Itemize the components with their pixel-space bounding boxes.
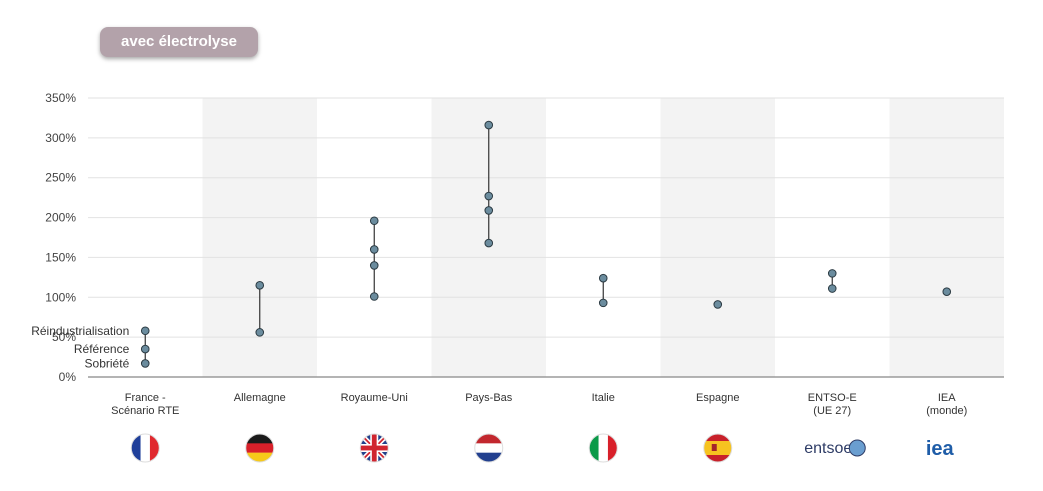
data-points: [140, 120, 952, 368]
data-point: [598, 273, 608, 283]
y-tick-label: 300%: [45, 131, 76, 145]
y-tick-label: 100%: [45, 290, 76, 304]
germany-flag-icon: [245, 433, 275, 463]
grid-lines: [88, 97, 1004, 338]
category-label: (monde): [926, 405, 967, 417]
category-label: Allemagne: [234, 392, 286, 404]
category-label: France -: [125, 392, 166, 404]
entsoe-logo-text: entsoe: [804, 440, 852, 457]
scenario-annotation: Sobriété: [85, 356, 130, 370]
category-bands: [202, 98, 1004, 377]
data-point: [484, 120, 494, 130]
netherlands-flag-icon: [474, 433, 504, 463]
uk-flag-icon: [359, 433, 389, 463]
category-labels: France -Scénario RTE Allemagne Royaume-Uni…: [111, 392, 967, 417]
data-point: [484, 191, 494, 201]
y-tick-label: 350%: [45, 91, 76, 105]
category-label: IEA: [938, 392, 956, 404]
data-point: [140, 344, 150, 354]
data-point: [255, 328, 265, 337]
data-point: [140, 359, 150, 368]
y-axis-ticks: 0% 50% 100% 150% 200% 250% 300% 350%: [45, 91, 76, 384]
category-label: Pays-Bas: [465, 392, 513, 404]
data-point: [713, 300, 723, 309]
y-tick-label: 250%: [45, 171, 76, 185]
france-flag-icon: [130, 433, 160, 463]
data-point: [942, 287, 952, 297]
spain-flag-icon: [703, 433, 733, 463]
data-point: [827, 269, 837, 278]
y-tick-label: 50%: [52, 330, 76, 344]
y-tick-label: 200%: [45, 211, 76, 225]
category-label: ENTSO-E: [808, 392, 857, 404]
data-point: [255, 281, 265, 290]
data-point: [827, 284, 837, 293]
category-label: Scénario RTE: [111, 405, 179, 417]
scenario-annotation: Réindustrialisation: [31, 324, 129, 338]
data-point: [369, 261, 379, 270]
scenario-annotation: Référence: [74, 342, 130, 356]
iea-logo-text: iea: [926, 438, 955, 460]
data-point: [369, 245, 379, 254]
data-point: [369, 292, 379, 301]
category-label: (UE 27): [813, 405, 851, 417]
category-label: Espagne: [696, 392, 739, 404]
data-point: [140, 326, 150, 336]
data-point: [484, 238, 494, 248]
y-tick-label: 150%: [45, 250, 76, 264]
data-point: [598, 298, 608, 308]
data-point: [369, 216, 379, 226]
category-label: Italie: [592, 392, 615, 404]
category-label: Royaume-Uni: [341, 392, 408, 404]
y-tick-label: 0%: [59, 370, 77, 384]
data-point: [484, 206, 494, 215]
category-band: [889, 98, 1004, 377]
iea-logo-icon: iea: [926, 438, 955, 460]
entsoe-logo-icon: entsoe: [804, 439, 866, 457]
italy-flag-icon: [588, 433, 618, 463]
electrolysis-badge: avec électrolyse: [100, 27, 258, 57]
category-icons: entsoe iea: [130, 433, 955, 463]
category-band: [660, 98, 775, 377]
